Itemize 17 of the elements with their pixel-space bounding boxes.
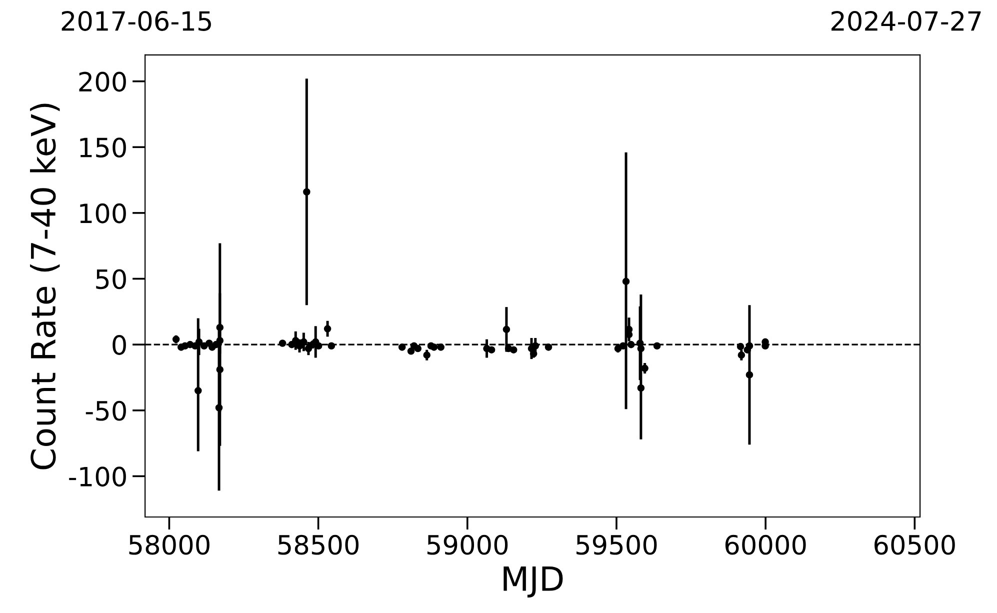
y-tick-label: 150 (80, 138, 126, 158)
y-tick-label: -100 (69, 466, 126, 487)
y-axis-title: Count Rate (7-40 keV) (30, 104, 60, 470)
x-tick-label: 58500 (278, 534, 359, 555)
y-tick-label: 50 (96, 269, 126, 290)
x-axis-title: MJD (504, 566, 563, 598)
x-tick-label: 59500 (576, 534, 657, 555)
y-tick-label: 0 (112, 335, 126, 355)
x-tick-label: 60500 (874, 534, 955, 555)
text: 2024-07-27 (832, 10, 981, 31)
x-tick-label: 58000 (129, 534, 210, 555)
x-tick-label: 60000 (725, 534, 806, 555)
y-tick-label: 200 (79, 72, 126, 92)
y-tick-label: -50 (86, 400, 126, 421)
x-tick-label: 59000 (427, 534, 508, 555)
text: 2017-06-15 (62, 10, 211, 31)
y-tick-label: 100 (80, 203, 126, 224)
